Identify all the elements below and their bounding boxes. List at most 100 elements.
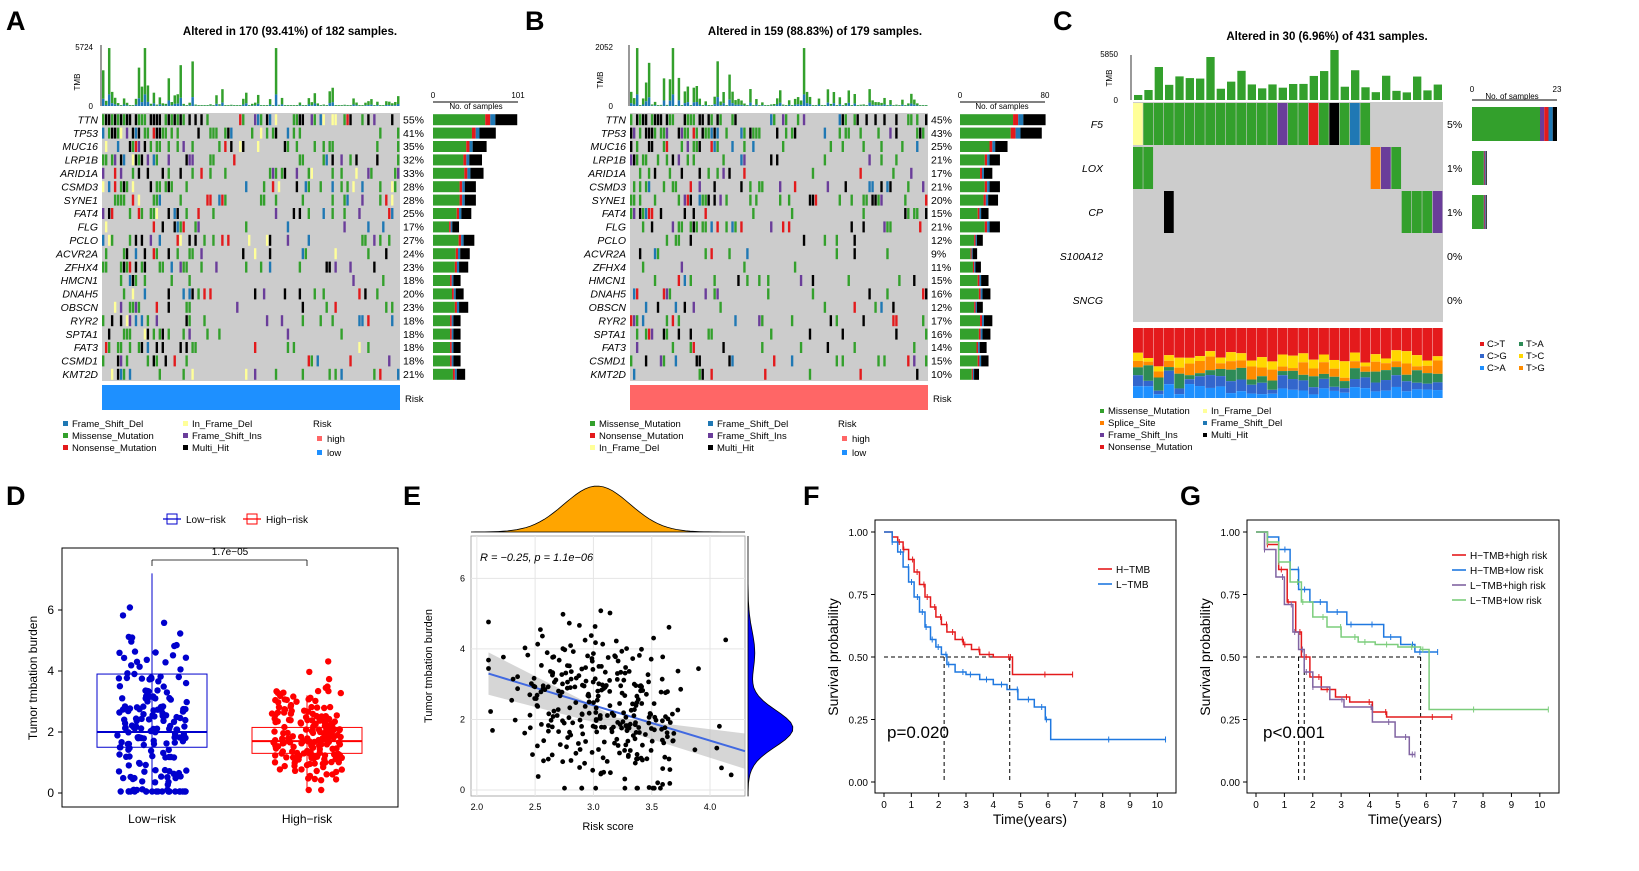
titv-segment (1350, 379, 1360, 388)
data-point (284, 729, 291, 737)
titv-segment (1184, 328, 1195, 358)
ytick-label: 6 (47, 603, 54, 617)
mutation-cell (146, 355, 150, 367)
mutation-cell (319, 114, 322, 126)
data-point (659, 726, 664, 732)
mutation-cell (170, 275, 173, 286)
data-point (135, 734, 143, 741)
mutation-cell (304, 248, 308, 260)
titv-segment (1267, 369, 1278, 381)
mutation-cell (695, 141, 698, 152)
mutation-cell (152, 355, 156, 367)
mutation-cell (630, 114, 633, 126)
mutation-cell (116, 141, 120, 152)
ytick-label: 0.75 (1221, 591, 1241, 602)
titv-segment (1319, 354, 1329, 363)
legend-label: Missense_Mutation (1108, 406, 1190, 417)
mutation-cell (1164, 103, 1174, 145)
data-point (594, 697, 600, 703)
tmb-bar-base (799, 104, 803, 106)
gene-bar-segment (1484, 195, 1486, 229)
titv-segment (1329, 368, 1340, 377)
tmb-bar (635, 48, 639, 95)
mutation-cell (925, 208, 928, 219)
risk-label-a: Risk (405, 394, 424, 405)
data-point (300, 738, 307, 745)
titv-segment (1215, 386, 1226, 398)
gene-bar-segment (460, 248, 470, 260)
mutation-cell (131, 194, 135, 206)
mutation-cell (743, 261, 746, 273)
gene-barplot-a (433, 114, 518, 380)
mutation-cell (647, 181, 651, 193)
gene-bar-segment (456, 368, 466, 380)
data-point (160, 717, 167, 724)
gene-bar-segment (976, 234, 983, 246)
mutation-cell (358, 208, 361, 219)
titv-segment (1381, 370, 1391, 381)
mutation-cell (274, 194, 278, 206)
data-point (527, 692, 533, 698)
mutation-cell (683, 114, 687, 126)
gene-bar-segment (960, 114, 1014, 126)
mutation-cell (635, 315, 639, 327)
gene-pct: 18% (403, 342, 424, 354)
tmb-bar (1185, 78, 1194, 100)
gene-labels-a: TTNTP53MUC16LRP1BARID1ACSMD3SYNE1FAT4FLG… (55, 114, 98, 381)
gene-label: CP (1088, 207, 1103, 219)
data-point (622, 785, 628, 791)
data-point (675, 707, 681, 713)
mutation-cell (113, 301, 117, 313)
data-point (486, 657, 491, 663)
bar-axis-min-c: 0 (1470, 85, 1475, 94)
panel-g: G 0.000.250.500.751.000 1 2 3 4 5 6 7 8 9 10 Survi… (1180, 481, 1560, 827)
gene-bar-segment (464, 194, 476, 206)
gene-pct: 21% (403, 369, 424, 381)
tmb-bar (253, 102, 257, 106)
data-point (627, 748, 633, 753)
tmb-bar (215, 95, 218, 104)
data-point (306, 760, 314, 768)
xtick-label: 0 (1253, 800, 1259, 811)
legend-label: Multi_Hit (717, 443, 754, 454)
gene-pct: 18% (403, 329, 424, 341)
mutation-cell (242, 114, 245, 126)
mutation-cell (841, 141, 844, 152)
data-point (288, 707, 295, 715)
mutation-cell (853, 234, 856, 246)
tmb-bar-base (793, 104, 797, 106)
tmb-bar (701, 105, 704, 106)
tmb-bar (901, 99, 904, 105)
mutation-cell (277, 181, 281, 193)
mutation-cell (683, 208, 687, 219)
data-point (150, 740, 158, 748)
mutation-cell (632, 315, 636, 327)
mutation-cell (1195, 103, 1205, 145)
tmb-bar (1402, 92, 1411, 100)
mutation-cell (110, 114, 114, 126)
mutation-cell (630, 315, 633, 327)
mutation-cell (331, 154, 334, 166)
gene-bar-segment (978, 288, 981, 300)
data-point (151, 779, 159, 786)
titv-segment (1153, 371, 1164, 378)
titv-segment (1391, 361, 1402, 368)
mutation-cell (259, 194, 263, 206)
mutation-cell (197, 221, 200, 233)
mutation-cell (665, 328, 669, 340)
gene-bar-segment (976, 342, 979, 353)
mutation-cell (632, 127, 636, 139)
gene-bar-segment (459, 301, 469, 313)
mutation-cell (641, 261, 645, 273)
gene-label: FAT3 (74, 342, 98, 354)
data-point (142, 687, 149, 694)
tmb-bar (847, 90, 851, 103)
gene-bar-segment (433, 234, 459, 246)
titv-segment (1370, 382, 1381, 392)
mutation-cell (635, 154, 639, 166)
mutation-cell (280, 167, 284, 179)
tmb-bar (880, 102, 883, 106)
mutation-cell (128, 328, 132, 340)
mutation-cell (191, 288, 194, 300)
tmb-bar-base (146, 101, 150, 106)
